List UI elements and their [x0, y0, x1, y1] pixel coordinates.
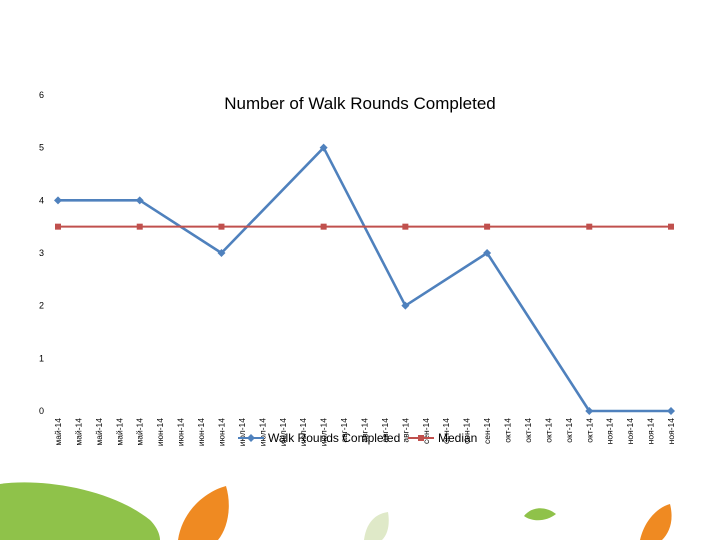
x-tick-label: авг-14: [360, 418, 370, 443]
x-tick-label: ноя-14: [625, 418, 635, 445]
x-tick-label: окт-14: [503, 418, 513, 443]
orange-leaf: [178, 486, 229, 540]
y-tick-label: 4: [39, 195, 44, 205]
y-tick-label: 1: [39, 353, 44, 363]
x-tick-label: май-14: [114, 418, 124, 446]
x-tick-label: окт-14: [584, 418, 594, 443]
x-tick-label: июл-14: [237, 418, 247, 446]
x-tick-label: май-14: [94, 418, 104, 446]
y-axis-ticks: 0 1 2 3 4 5 6: [39, 90, 44, 416]
x-tick-label: сен-14: [441, 418, 451, 444]
legend: Walk Rounds Completed Median: [238, 431, 477, 445]
x-tick-label: июн-14: [216, 418, 226, 446]
y-tick-label: 5: [39, 143, 44, 153]
series-layer: [54, 143, 675, 415]
x-tick-label: окт-14: [523, 418, 533, 443]
y-tick-label: 3: [39, 248, 44, 258]
x-tick-label: окт-14: [543, 418, 553, 443]
data-point: [401, 301, 410, 310]
x-tick-label: сен-14: [482, 418, 492, 444]
light-leaf: [364, 512, 389, 540]
data-point: [54, 196, 62, 205]
x-tick-label: июл-14: [298, 418, 308, 446]
green-leaf-left: [0, 482, 160, 540]
green-leaf-small: [524, 508, 556, 521]
data-point: [136, 223, 143, 230]
data-point: [135, 196, 144, 205]
x-tick-label: июн-14: [155, 418, 165, 446]
y-tick-label: 6: [39, 90, 44, 100]
x-tick-label: май-14: [135, 418, 145, 446]
data-point: [218, 223, 225, 230]
data-point: [402, 223, 409, 230]
x-tick-label: июн-14: [196, 418, 206, 446]
x-tick-label: июл-14: [257, 418, 267, 446]
x-tick-label: ноя-14: [605, 418, 615, 445]
x-tick-label: авг-14: [339, 418, 349, 443]
data-point: [667, 407, 675, 415]
x-axis-ticks: май-14 май-14 май-14 май-14 май-14 июн-14 июн-…: [53, 418, 676, 446]
chart-title: Number of Walk Rounds Completed: [224, 94, 496, 113]
data-point: [320, 223, 327, 230]
orange-leaf-right: [640, 504, 672, 540]
x-tick-label: окт-14: [564, 418, 574, 443]
data-point: [483, 249, 492, 257]
x-tick-label: июн-14: [176, 418, 186, 446]
data-point: [55, 223, 61, 230]
x-tick-label: июл-14: [278, 418, 288, 446]
data-point: [484, 223, 491, 230]
x-tick-label: авг-14: [400, 418, 410, 443]
data-point: [585, 407, 594, 415]
x-tick-label: сен-14: [462, 418, 472, 444]
x-tick-label: ноя-14: [666, 418, 676, 445]
x-tick-label: сен-14: [421, 418, 431, 444]
x-tick-label: ноя-14: [646, 418, 656, 445]
legend-label: Median: [438, 431, 477, 445]
x-tick-label: май-14: [53, 418, 63, 446]
y-tick-label: 0: [39, 406, 44, 416]
data-point: [586, 223, 593, 230]
x-tick-label: июл-14: [319, 418, 329, 446]
legend-swatch-marker: [247, 434, 255, 442]
data-point: [668, 223, 674, 230]
x-tick-label: май-14: [73, 418, 83, 446]
legend-label: Walk Rounds Completed: [268, 431, 400, 445]
y-tick-label: 2: [39, 301, 44, 311]
legend-swatch-marker: [418, 435, 424, 441]
data-point: [319, 143, 328, 152]
x-tick-label: авг-14: [380, 418, 390, 443]
data-point: [217, 249, 226, 257]
